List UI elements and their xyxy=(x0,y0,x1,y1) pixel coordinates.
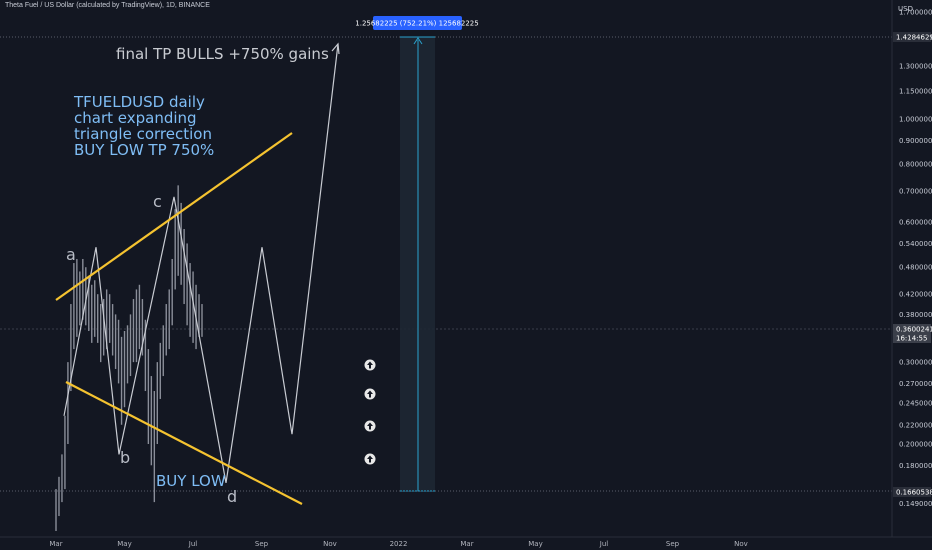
y-tick-label: 1.70000000 xyxy=(899,8,932,16)
x-tick-label: Mar xyxy=(460,540,473,548)
annotation-line: triangle correction xyxy=(74,125,212,143)
buy-low-annotation: BUY LOW xyxy=(156,472,226,490)
y-tick-label: 0.54000000 xyxy=(899,240,932,248)
measure-arrow-icon xyxy=(413,37,423,45)
y-tick-label: 0.42000000 xyxy=(899,291,932,299)
price-badge-current-text: 0.36002417 xyxy=(896,326,932,334)
x-tick-label: May xyxy=(528,540,542,548)
y-axis[interactable]: 1.700000001.500000001.300000001.15000000… xyxy=(891,0,932,537)
y-tick-label: 0.22000000 xyxy=(899,421,932,429)
projection-arrow-head xyxy=(331,42,340,55)
y-tick-label: 0.14900000 xyxy=(899,500,932,508)
y-tick-label: 0.27000000 xyxy=(899,380,932,388)
up-arrow-icon xyxy=(364,359,376,371)
x-axis[interactable]: Mar May Jul Sep Nov 2022 Mar May Jul Sep Nov xyxy=(0,536,932,548)
wave-b-label: b xyxy=(120,448,131,467)
x-tick-label: Sep xyxy=(666,540,680,548)
y-tick-label: 0.30000000 xyxy=(899,359,932,367)
y-tick-label: 1.30000000 xyxy=(899,63,932,71)
wave-c-label: c xyxy=(153,192,162,211)
wave-d-label: d xyxy=(227,487,238,506)
countdown-text: 16:14:55 xyxy=(896,335,927,343)
y-tick-label: 0.90000000 xyxy=(899,137,932,145)
annotation-line: chart expanding xyxy=(74,109,197,127)
x-tick-label: Jul xyxy=(599,540,609,548)
x-tick-label: Jul xyxy=(188,540,198,548)
wave-a-label: a xyxy=(66,245,76,264)
target-annotation: final TP BULLS +750% gains xyxy=(116,45,329,63)
up-arrow-icon xyxy=(364,420,376,432)
up-arrow-icons xyxy=(364,359,376,465)
y-tick-label: 0.38000000 xyxy=(899,311,932,319)
y-tick-label: 0.70000000 xyxy=(899,188,932,196)
x-tick-label: Sep xyxy=(255,540,269,548)
annotation-line: TFUELDUSD daily xyxy=(74,93,205,111)
main-annotation: TFUELDUSD daily chart expanding triangle… xyxy=(74,94,214,158)
candles xyxy=(55,185,203,531)
y-tick-label: 0.60000000 xyxy=(899,219,932,227)
x-tick-label: May xyxy=(117,540,131,548)
price-badge-top: 1.42846291 xyxy=(893,32,932,42)
x-tick-label: Mar xyxy=(49,540,62,548)
chart-title: Theta Fuel / US Dollar (calculated by Tr… xyxy=(5,2,210,9)
up-arrow-icon xyxy=(364,388,376,400)
price-badge-current: 0.36002417 16:14:55 xyxy=(893,324,932,343)
y-tick-label: 1.15000000 xyxy=(899,87,932,95)
price-badge-top-text: 1.42846291 xyxy=(896,34,932,42)
price-badge-bottom: 0.16605389 xyxy=(893,487,932,497)
lower-trendline[interactable] xyxy=(65,381,303,505)
price-badge-bottom-text: 0.16605389 xyxy=(896,489,932,497)
x-tick-label: Nov xyxy=(734,540,748,548)
y-tick-label: 0.80000000 xyxy=(899,161,932,169)
up-arrow-icon xyxy=(364,453,376,465)
upper-trendline[interactable] xyxy=(55,132,293,301)
y-tick-label: 0.20000000 xyxy=(899,441,932,449)
measure-label: 1.25682225 (752.21%) 125682225 xyxy=(355,16,479,30)
measure-label-text: 1.25682225 (752.21%) 125682225 xyxy=(355,20,478,28)
annotation-line: BUY LOW TP 750% xyxy=(74,141,215,159)
projection-path xyxy=(63,43,339,484)
y-tick-label: 0.24500000 xyxy=(899,400,932,408)
grid xyxy=(0,36,892,492)
y-tick-label: 1.00000000 xyxy=(899,116,932,124)
y-tick-label: 0.48000000 xyxy=(899,264,932,272)
x-tick-label: Nov xyxy=(323,540,337,548)
x-tick-label: 2022 xyxy=(390,540,408,548)
y-tick-label: 0.18000000 xyxy=(899,462,932,470)
currency-label: USD xyxy=(898,5,913,13)
